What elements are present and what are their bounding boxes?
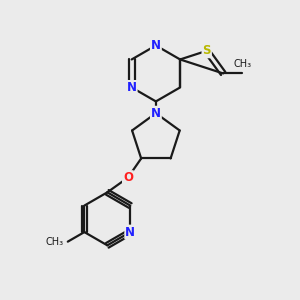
Text: CH₃: CH₃ <box>233 59 251 69</box>
Text: N: N <box>151 39 161 52</box>
Text: N: N <box>127 81 137 94</box>
Text: N: N <box>151 107 161 120</box>
Text: CH₃: CH₃ <box>45 237 63 247</box>
Text: O: O <box>123 171 133 184</box>
Text: N: N <box>125 226 135 238</box>
Text: S: S <box>202 44 211 57</box>
